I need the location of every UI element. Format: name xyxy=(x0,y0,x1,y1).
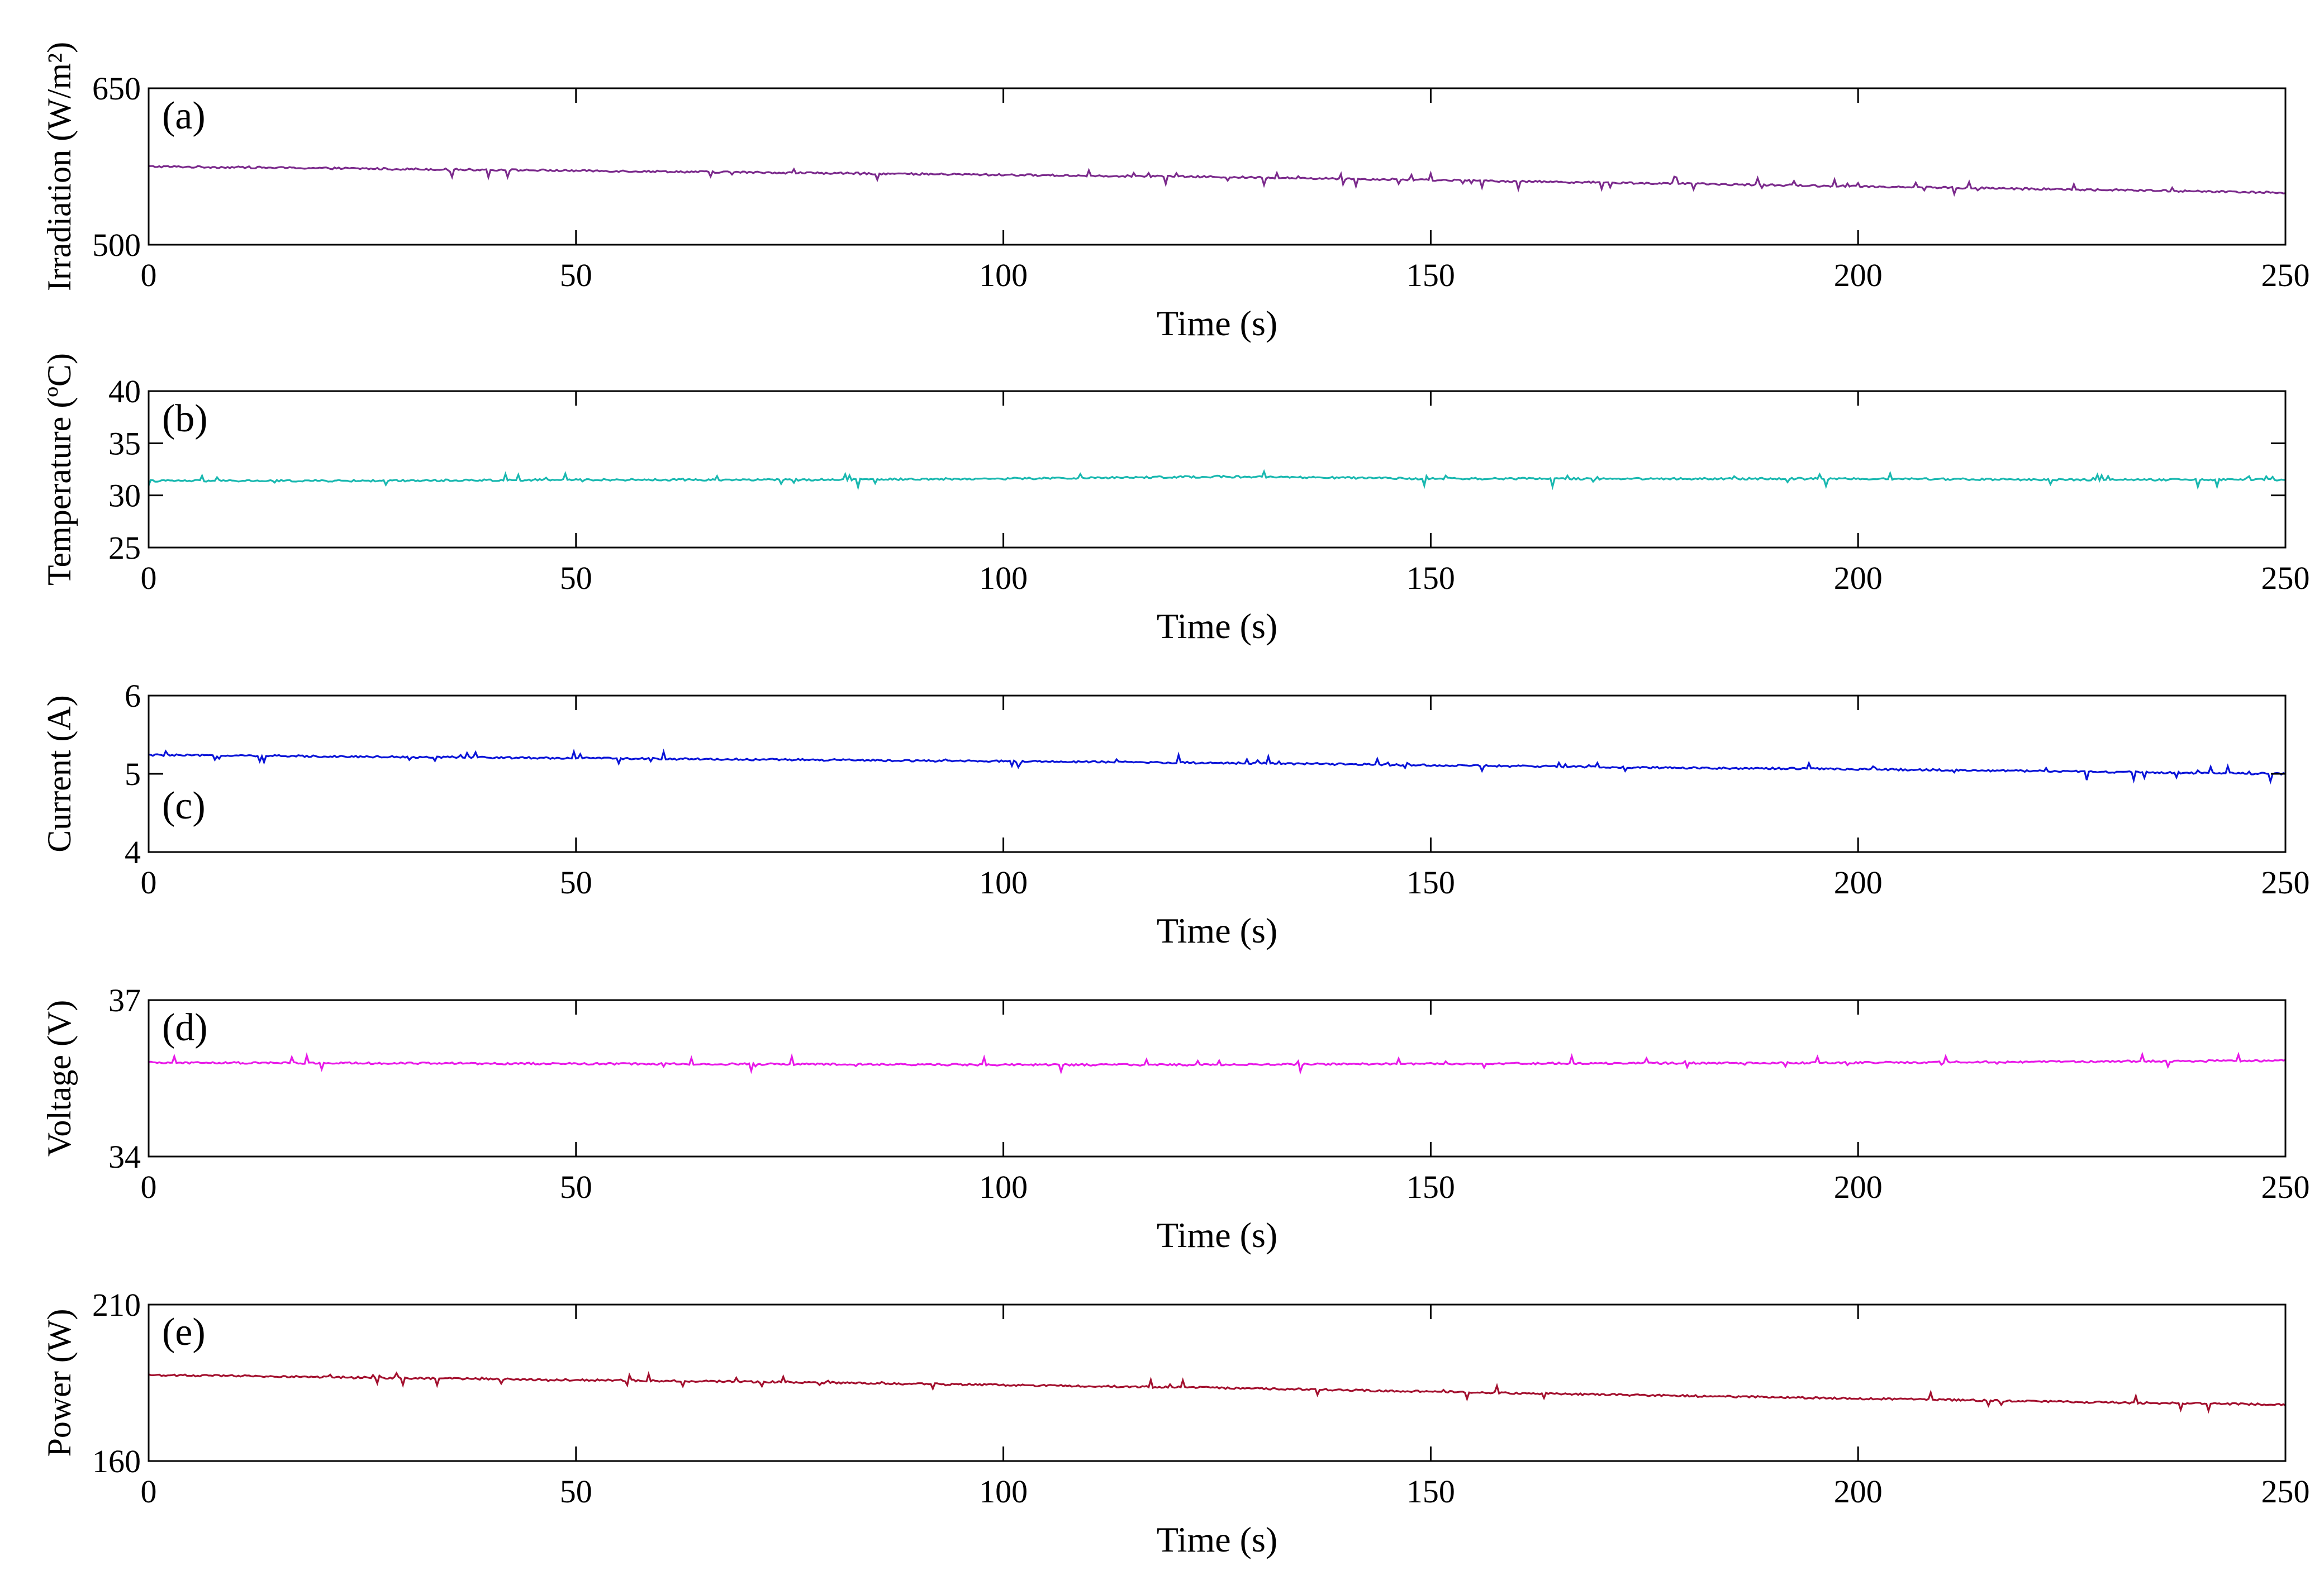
x-tick-label: 150 xyxy=(1406,864,1455,901)
axes-box xyxy=(148,1303,2287,1462)
x-axis-label: Time (s) xyxy=(1157,606,1277,646)
x-axis-label: Time (s) xyxy=(1157,1520,1277,1559)
panel-c: 0 50 100 150 200 250 4 5 6 Time (s) Current (A) (c) xyxy=(41,678,2310,950)
x-tick-label: 250 xyxy=(2261,1473,2310,1510)
panel-b: 0 50 100 150 200 250 25 30 35 40 Time (s) Temperatu… xyxy=(41,353,2310,646)
y-tick-label: 34 xyxy=(108,1139,141,1175)
x-tick-label: 0 xyxy=(141,1473,157,1510)
y-tick-label: 210 xyxy=(92,1287,141,1323)
y-tick-label: 160 xyxy=(92,1443,141,1479)
x-tick-label: 100 xyxy=(979,257,1028,293)
panel-label: (d) xyxy=(162,1006,208,1049)
x-tick-label: 200 xyxy=(1834,864,1883,901)
x-tick-label: 150 xyxy=(1406,257,1455,293)
x-axis-label: Time (s) xyxy=(1157,1215,1277,1255)
x-tick-label: 250 xyxy=(2261,560,2310,596)
x-axis-label: Time (s) xyxy=(1157,911,1277,950)
panel-e: 0 50 100 150 200 250 160 210 Time (s) Power (W) (e… xyxy=(41,1287,2310,1559)
y-axis-label: Current (A) xyxy=(41,695,78,853)
panel-d: 0 50 100 150 200 250 34 37 Time (s) Voltage (V) (d… xyxy=(41,982,2310,1255)
y-tick-label: 37 xyxy=(108,982,141,1019)
x-tick-label: 250 xyxy=(2261,257,2310,293)
x-tick-label: 50 xyxy=(560,1169,592,1205)
x-tick-label: 250 xyxy=(2261,1169,2310,1205)
panel-label: (a) xyxy=(162,94,206,137)
y-tick-label: 4 xyxy=(125,834,141,870)
y-axis-label: Voltage (V) xyxy=(41,1000,78,1157)
x-tick-label: 100 xyxy=(979,560,1028,596)
x-tick-label: 0 xyxy=(141,864,157,901)
x-tick-label: 100 xyxy=(979,864,1028,901)
y-tick-label: 650 xyxy=(92,70,141,107)
x-tick-label: 150 xyxy=(1406,560,1455,596)
axes-box xyxy=(148,390,2287,549)
x-tick-label: 150 xyxy=(1406,1169,1455,1205)
axes-box xyxy=(148,694,2287,853)
x-tick-label: 0 xyxy=(141,257,157,293)
y-axis-label: Power (W) xyxy=(41,1309,78,1457)
panel-label: (b) xyxy=(162,397,208,440)
y-tick-label: 40 xyxy=(108,373,141,410)
y-tick-label: 35 xyxy=(108,425,141,461)
y-tick-label: 25 xyxy=(108,530,141,566)
panel-a: 0 50 100 150 200 250 500 650 Time (s) Irradiation… xyxy=(41,42,2310,343)
y-tick-label: 500 xyxy=(92,227,141,263)
x-tick-label: 200 xyxy=(1834,1169,1883,1205)
axes-box xyxy=(148,999,2287,1158)
x-tick-label: 250 xyxy=(2261,864,2310,901)
series-line xyxy=(148,165,2286,197)
series-line xyxy=(148,748,2286,785)
x-tick-label: 50 xyxy=(560,1473,592,1510)
panel-label: (c) xyxy=(162,784,206,827)
x-tick-label: 200 xyxy=(1834,1473,1883,1510)
x-tick-label: 200 xyxy=(1834,560,1883,596)
x-axis-label: Time (s) xyxy=(1157,303,1277,343)
series-line xyxy=(148,1051,2286,1075)
axes-box xyxy=(148,87,2287,246)
x-tick-label: 100 xyxy=(979,1169,1028,1205)
y-tick-label: 5 xyxy=(125,756,141,792)
y-axis-label: Irradiation (W/m²) xyxy=(41,42,78,291)
x-tick-label: 100 xyxy=(979,1473,1028,1510)
x-tick-label: 50 xyxy=(560,257,592,293)
x-tick-label: 150 xyxy=(1406,1473,1455,1510)
panel-label: (e) xyxy=(162,1311,206,1354)
series-line xyxy=(148,469,2286,491)
x-tick-label: 0 xyxy=(141,1169,157,1205)
x-tick-label: 0 xyxy=(141,560,157,596)
y-axis-label: Temperature (ºC) xyxy=(41,353,78,586)
series-line xyxy=(148,1371,2286,1414)
x-tick-label: 50 xyxy=(560,560,592,596)
y-tick-label: 6 xyxy=(125,678,141,714)
x-tick-label: 200 xyxy=(1834,257,1883,293)
y-tick-label: 30 xyxy=(108,478,141,514)
x-tick-label: 50 xyxy=(560,864,592,901)
